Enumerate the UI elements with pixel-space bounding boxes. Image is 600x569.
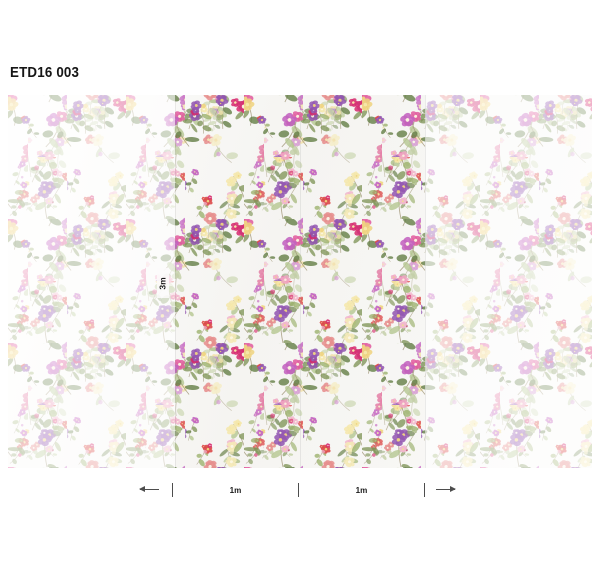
ruler-tick — [424, 483, 425, 497]
ruler-tick — [298, 483, 299, 497]
wall-panel-right — [425, 95, 592, 468]
width-segment-label: 1m — [229, 485, 242, 495]
floral-pattern-surface — [175, 95, 425, 468]
arrow-right-icon — [436, 486, 456, 492]
ruler-tick — [172, 483, 173, 497]
width-measurement-ruler: 1m 1m — [0, 480, 600, 500]
height-measurement-label: 3m — [157, 268, 169, 298]
wall-panel-center — [175, 95, 425, 468]
floral-pattern-surface — [8, 95, 175, 468]
wall-panel-left — [8, 95, 175, 468]
wallpaper-preview — [8, 95, 592, 468]
page-title: ETD16 003 — [10, 65, 80, 81]
floral-pattern-surface — [425, 95, 592, 468]
arrow-left-icon — [139, 486, 159, 492]
height-measurement-value: 3m — [157, 276, 168, 290]
width-segment-label: 1m — [355, 485, 368, 495]
